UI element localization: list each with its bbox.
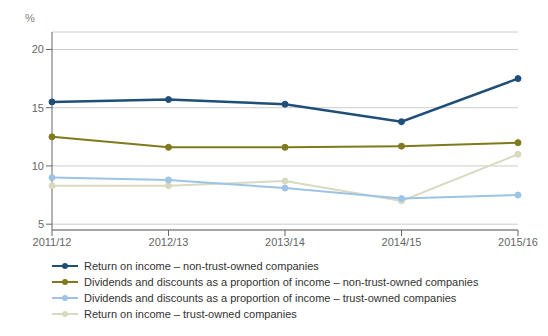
svg-text:%: % — [25, 12, 35, 24]
svg-text:5: 5 — [38, 218, 44, 230]
svg-text:2014/15: 2014/15 — [382, 236, 422, 248]
svg-text:10: 10 — [32, 160, 44, 172]
html-text:Return on income – trust-owned: Return on income – trust-owned companies — [84, 308, 297, 320]
svg-text:2011/12: 2011/12 — [33, 236, 72, 248]
html-text:Return on income – non-trust-o: Return on income – non-trust-owned compa… — [84, 260, 319, 272]
svg-text:20: 20 — [32, 43, 44, 55]
svg-text:2013/14: 2013/14 — [265, 236, 305, 248]
svg-text:2012/13: 2012/13 — [149, 236, 189, 248]
svg-text:2015/16: 2015/16 — [498, 236, 538, 248]
svg-text:15: 15 — [32, 102, 44, 114]
html-text:Dividends and discounts as a p: Dividends and discounts as a proportion … — [84, 292, 457, 304]
html-text:Dividends and discounts as a p: Dividends and discounts as a proportion … — [84, 276, 479, 288]
